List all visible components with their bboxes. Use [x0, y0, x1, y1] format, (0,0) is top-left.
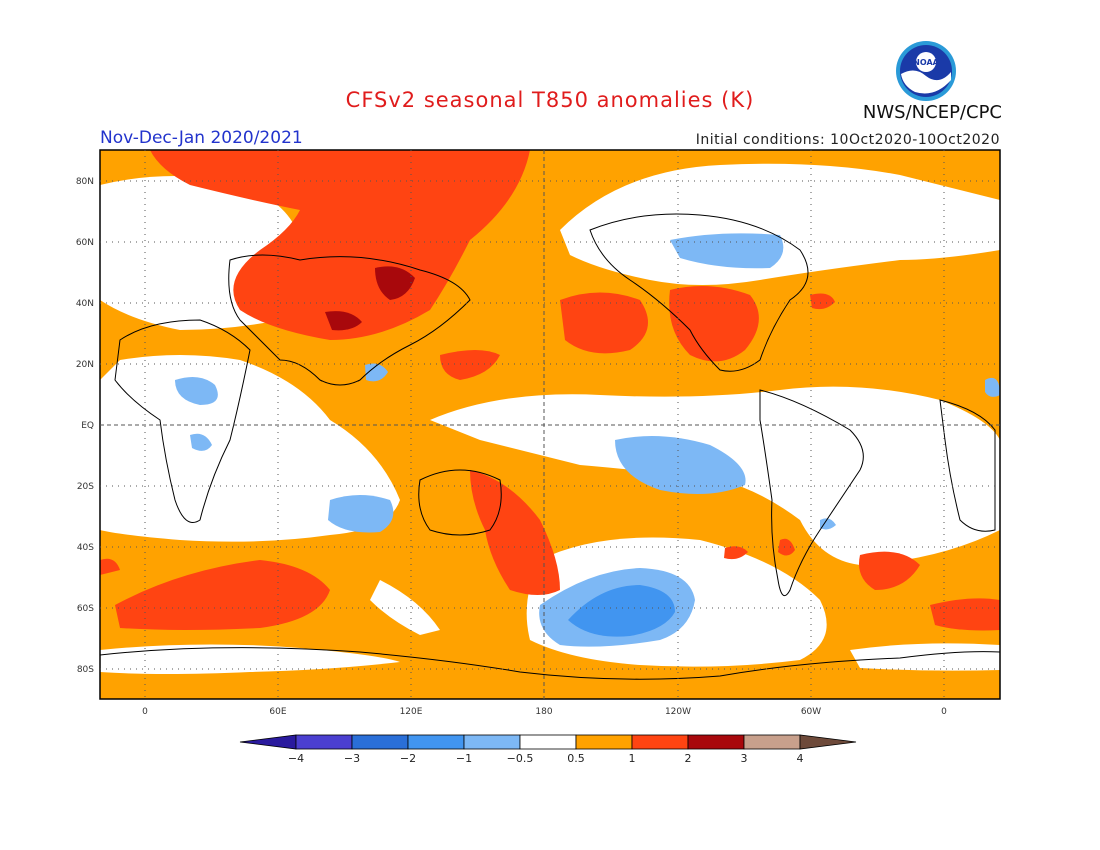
latitude-label: EQ [81, 421, 94, 431]
colorbar-extend-high [799, 734, 857, 750]
colorbar-labels: −4 −3 −2 −1 −0.5 0.5 1 2 3 4 [288, 752, 804, 765]
longitude-label: 180 [535, 707, 552, 717]
colorbar-tick-label: 1 [629, 752, 636, 765]
colorbar-swatch [463, 734, 521, 750]
colorbar-tick-label: 3 [741, 752, 748, 765]
noaa-logo-text: NOAA [913, 58, 939, 67]
initial-conditions-label: Initial conditions: 10Oct2020-10Oct2020 [695, 132, 1000, 148]
latitude-labels: 80N 60N 40N 20N EQ 20S 40S 60S 80S [76, 177, 94, 675]
colorbar-swatch [407, 734, 465, 750]
colorbar-tick-label: 0.5 [567, 752, 585, 765]
latitude-label: 60N [76, 238, 94, 248]
colorbar-swatch [687, 734, 745, 750]
latitude-label: 40S [77, 543, 94, 553]
colorbar-tick-label: −2 [400, 752, 416, 765]
colorbar-swatch [351, 734, 409, 750]
longitude-label: 120E [400, 707, 423, 717]
longitude-label: 120W [665, 707, 691, 717]
org-label: NWS/NCEP/CPC [862, 102, 1002, 123]
colorbar [239, 734, 857, 750]
colorbar-tick-label: 4 [797, 752, 804, 765]
colorbar-tick-label: −0.5 [507, 752, 534, 765]
latitude-label: 20N [76, 360, 94, 370]
longitude-label: 0 [142, 707, 148, 717]
colorbar-tick-label: −1 [456, 752, 472, 765]
latitude-label: 40N [76, 299, 94, 309]
latitude-label: 20S [77, 482, 94, 492]
colorbar-swatch [519, 734, 577, 750]
colorbar-swatch [295, 734, 353, 750]
coastlines [100, 213, 1000, 680]
colorbar-swatch [743, 734, 801, 750]
colorbar-extend-low [239, 734, 297, 750]
latitude-label: 80S [77, 665, 94, 675]
latitude-label: 80N [76, 177, 94, 187]
latitude-label: 60S [77, 604, 94, 614]
colorbar-swatch [631, 734, 689, 750]
colorbar-tick-label: −4 [288, 752, 304, 765]
colorbar-swatch [575, 734, 633, 750]
longitude-label: 60E [269, 707, 286, 717]
longitude-label: 0 [941, 707, 947, 717]
map-title: CFSv2 seasonal T850 anomalies (K) [345, 88, 755, 112]
noaa-logo: NOAA [896, 41, 956, 101]
colorbar-tick-label: 2 [685, 752, 692, 765]
longitude-labels: 0 60E 120E 180 120W 60W 0 [142, 707, 947, 717]
longitude-label: 60W [801, 707, 821, 717]
graticule [100, 150, 1000, 699]
colorbar-tick-label: −3 [344, 752, 360, 765]
season-label: Nov-Dec-Jan 2020/2021 [100, 128, 303, 148]
